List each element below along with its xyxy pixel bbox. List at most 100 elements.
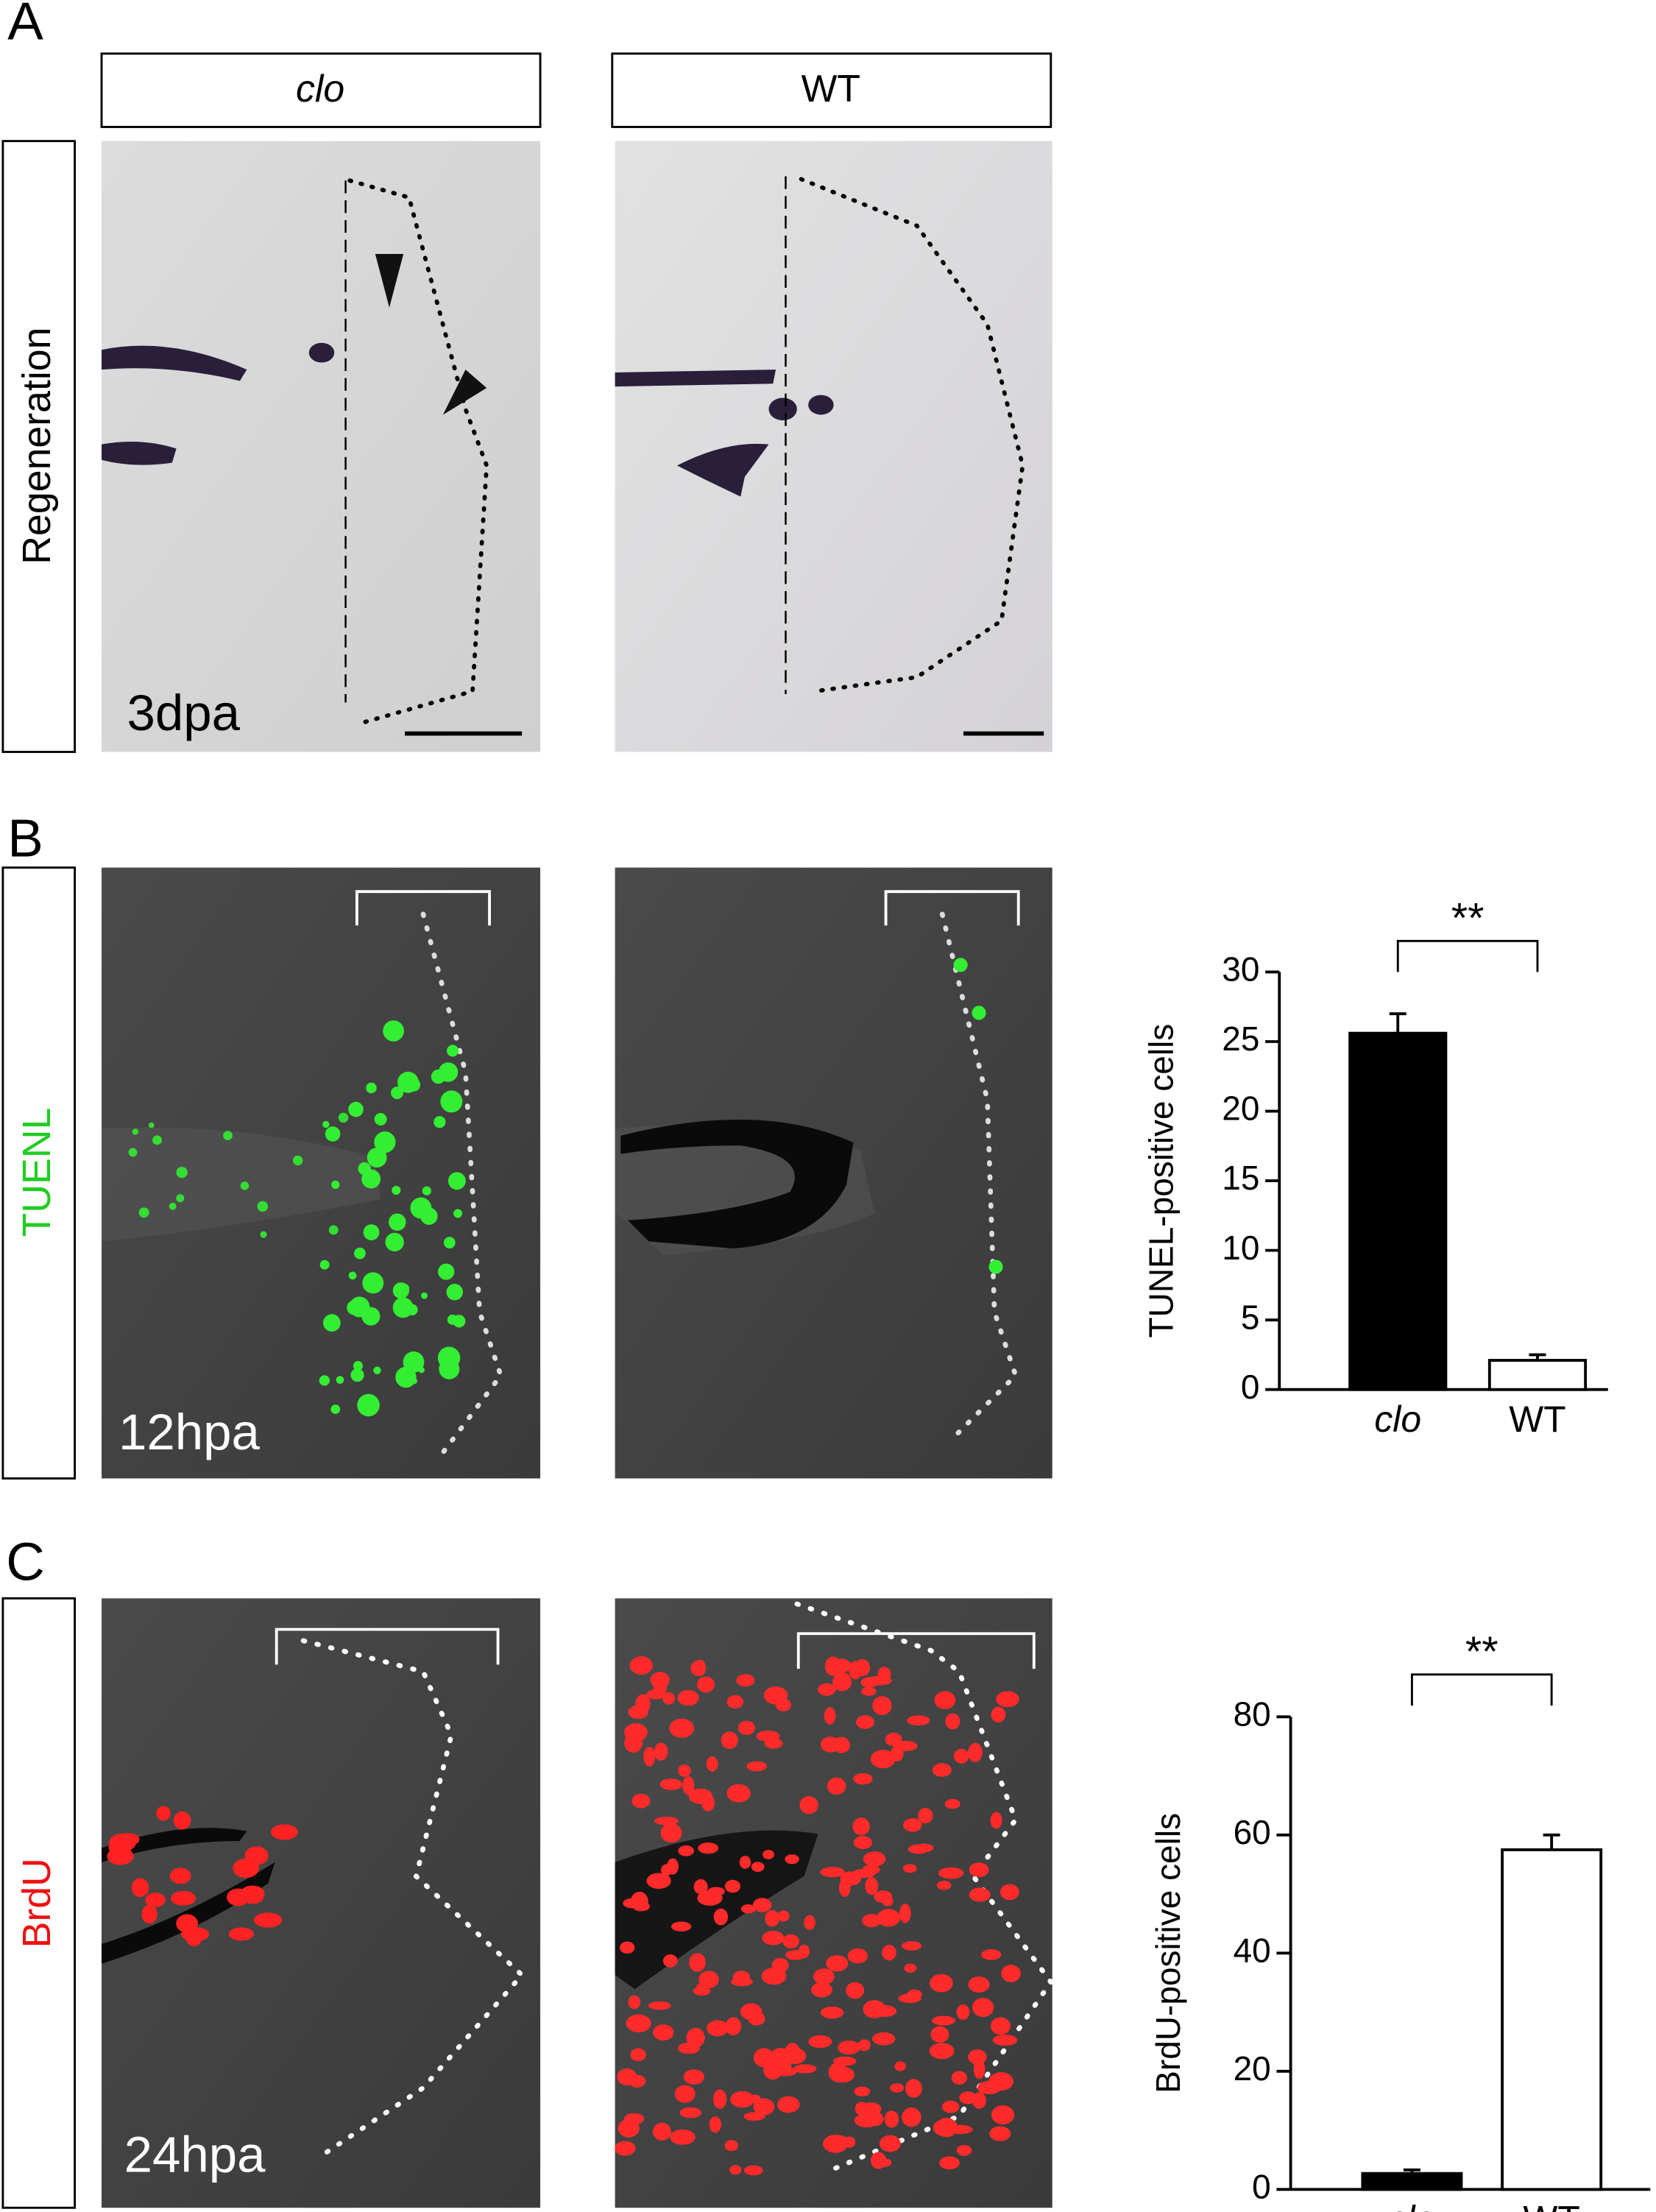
column-header: WT — [802, 67, 860, 110]
cell — [446, 1045, 459, 1057]
cell — [169, 1202, 177, 1210]
cell — [689, 1953, 706, 1972]
cell — [325, 1126, 341, 1142]
cell — [271, 1824, 298, 1840]
cell — [862, 1914, 881, 1928]
cell — [944, 1798, 960, 1809]
cell — [901, 1941, 922, 1951]
cell — [737, 1720, 755, 1735]
cell — [969, 1887, 991, 1902]
cell — [777, 1910, 790, 1922]
cell — [422, 1186, 431, 1195]
cell — [941, 2100, 960, 2113]
cell — [877, 1909, 901, 1927]
cell — [406, 1304, 418, 1315]
cell — [338, 1112, 349, 1123]
cell — [849, 1661, 863, 1680]
cell — [707, 2020, 729, 2037]
cell — [840, 1871, 861, 1886]
cell — [885, 1732, 902, 1747]
cell — [956, 2145, 972, 2156]
region-bracket — [275, 1628, 500, 1665]
cell — [630, 1891, 648, 1912]
cell — [968, 1742, 983, 1762]
cell — [403, 1351, 425, 1373]
cell — [977, 2081, 1002, 2095]
cell — [930, 1974, 953, 1993]
cell — [697, 1676, 715, 1693]
cell — [244, 1846, 269, 1865]
cell — [128, 1148, 138, 1157]
cell — [385, 1232, 404, 1252]
cell — [933, 2119, 957, 2137]
significance-bracket — [1410, 1673, 1553, 1706]
cell — [357, 1393, 380, 1417]
cell — [902, 2107, 921, 2127]
cell — [654, 1742, 668, 1761]
row-label: TUENL — [15, 1108, 59, 1237]
cell — [156, 1806, 171, 1821]
cell — [929, 2043, 955, 2060]
cell — [959, 2091, 977, 2105]
cell — [724, 2140, 739, 2152]
cell — [354, 1247, 366, 1259]
cell — [131, 1878, 149, 1898]
cell — [907, 1715, 930, 1726]
cell — [349, 1296, 370, 1318]
cell — [628, 2074, 646, 2088]
cell — [872, 2032, 896, 2046]
panel-label: A — [7, 0, 43, 52]
cell — [674, 2085, 696, 2103]
cell — [228, 1927, 254, 1941]
region-bracket — [796, 1632, 1036, 1669]
cell — [771, 1957, 789, 1973]
bar — [1501, 1848, 1603, 2191]
cell — [951, 2071, 968, 2085]
cell — [447, 1172, 466, 1190]
cell — [968, 1976, 990, 1993]
cell — [662, 1954, 678, 1968]
x-tick-label: clo — [1374, 1399, 1421, 1440]
cell — [869, 2112, 884, 2126]
region-bracket — [355, 890, 491, 926]
cell — [854, 2102, 868, 2116]
y-tick-label: 15 — [1222, 1159, 1259, 1197]
cell — [753, 2098, 775, 2116]
cell — [903, 1818, 922, 1832]
y-tick-label: 20 — [1234, 2049, 1271, 2088]
cell — [785, 2043, 801, 2063]
cell — [972, 1006, 986, 1020]
cell — [930, 2026, 949, 2043]
cell — [648, 2001, 671, 2010]
y-tick-label: 5 — [1241, 1298, 1260, 1336]
cell — [682, 1775, 695, 1795]
cell — [322, 1120, 330, 1128]
cell — [652, 2122, 671, 2141]
cell — [736, 1674, 755, 1687]
cell — [260, 1231, 267, 1238]
cell — [996, 1691, 1019, 1708]
cell — [828, 2062, 847, 2082]
cell — [739, 1856, 751, 1869]
cell — [630, 2048, 646, 2062]
y-axis-label: BrdU-positive cells — [1149, 1813, 1187, 2093]
y-tick-label: 10 — [1222, 1229, 1259, 1267]
cell — [670, 2129, 696, 2145]
timepoint-label: 3dpa — [127, 685, 241, 741]
cell — [331, 1180, 340, 1190]
cell — [932, 1763, 952, 1777]
cell — [991, 2017, 1011, 2035]
cell — [173, 1811, 191, 1830]
cell — [932, 2015, 955, 2026]
cell — [846, 1982, 865, 1999]
cell — [374, 1131, 396, 1153]
cell — [709, 2116, 721, 2133]
cell — [397, 1071, 419, 1093]
cell — [999, 1884, 1019, 1901]
cell — [683, 2069, 705, 2085]
cell — [870, 1750, 896, 1769]
cell — [713, 1908, 729, 1926]
cell — [109, 1833, 136, 1852]
cell — [374, 1112, 387, 1126]
